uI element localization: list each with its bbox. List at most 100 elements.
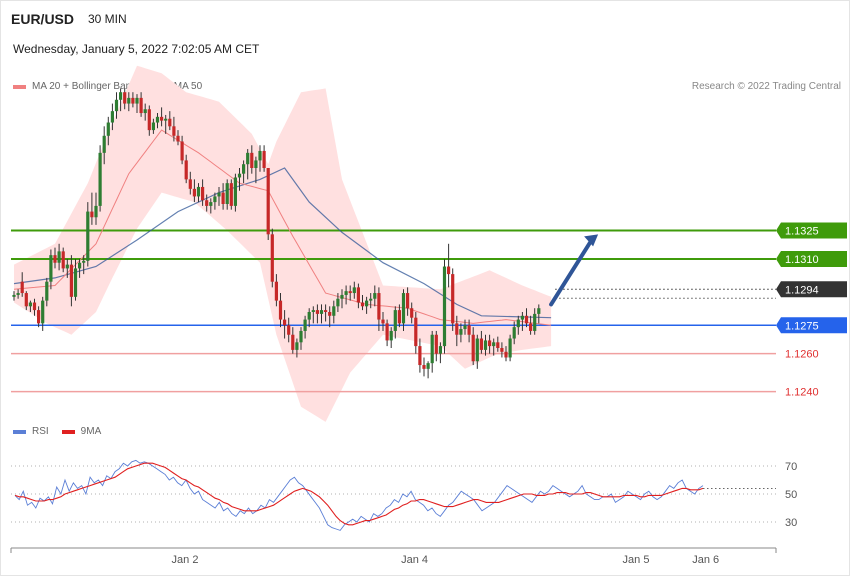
level-label-1.1240: 1.1240 [785,387,819,399]
candle [237,173,242,178]
x-tick-label: Jan 2 [172,554,199,566]
candle [524,315,529,324]
candle [180,141,184,161]
candle [233,177,237,206]
rsi-tick-70: 70 [785,461,797,473]
candle [442,266,447,347]
copyright: Research © 2022 Trading Central [691,81,841,92]
target-arrow-shaft [549,237,595,307]
candle [381,319,385,324]
candle [225,183,229,204]
level-label-1.1310: 1.1310 [785,254,819,266]
candle [201,186,205,201]
candle [176,135,180,142]
rsi-ma-legend-label: 9MA [80,426,102,437]
candle [332,306,336,316]
candle [160,116,164,121]
candle [24,293,28,307]
candle [57,251,61,263]
candle [41,300,45,324]
candle [348,291,352,294]
candle [242,164,246,174]
level-tag-1.1294 [776,281,847,298]
candle [102,135,106,153]
candle [496,342,500,348]
candle [406,293,410,309]
rsi-swatch [13,429,26,434]
candle [73,268,78,297]
candle [311,310,315,312]
target-arrow-head [584,234,599,247]
candle [324,310,328,312]
candle [110,111,114,123]
candle [78,262,82,269]
ma20-line [13,129,552,326]
ma20-swatch [13,84,26,89]
candle [344,291,348,295]
datetime-label: Wednesday, January 5, 2022 7:02:05 AM CE… [13,42,260,56]
candle [319,310,324,314]
candle [274,281,278,301]
candle [119,92,123,100]
candle [369,298,373,301]
candle [397,310,401,324]
candle [508,338,512,358]
candle [512,327,516,339]
candle [254,160,258,168]
candle [418,346,422,366]
candle [410,308,414,318]
candle [270,234,274,282]
ma20-legend-label: MA 20 + Bollinger Bands [32,81,142,92]
candle [492,342,496,347]
candle [65,264,69,269]
candle [455,323,459,335]
candle [147,109,151,131]
candle [49,255,53,282]
candle [45,281,49,301]
candle [451,274,455,324]
candle [488,340,492,347]
candle [155,116,160,123]
candle [352,287,356,294]
candle [37,310,41,324]
candle [471,334,475,362]
candle [139,97,143,114]
rsi-tick-30: 30 [785,517,797,529]
candle [213,196,217,203]
bollinger-band [14,65,552,422]
candle [463,325,467,330]
candle [32,302,37,311]
candle [389,330,393,341]
candle [278,300,283,320]
candle [172,126,176,136]
candle [537,308,541,314]
candle [287,325,291,335]
level-label-1.1260: 1.1260 [785,349,819,361]
candle [250,152,254,168]
rsi-legend-label: RSI [32,426,49,437]
candle [28,302,32,307]
rsi-series-rsi [14,459,704,531]
candle [246,152,250,165]
candle [86,211,90,261]
level-tag-1.1325 [776,222,847,239]
candle [467,325,471,335]
rsi-series-9ma [14,462,704,526]
candle [266,168,270,235]
candle [438,346,442,354]
level-label-1.1325: 1.1325 [785,226,819,238]
candle [114,99,119,112]
candle [377,293,381,320]
candles [12,88,541,379]
candle [401,293,406,324]
candle [196,186,201,197]
candle [393,310,397,331]
candle [291,334,295,350]
candle [315,310,319,314]
candle [516,319,520,328]
pair-title: EUR/USD [11,11,75,27]
candle [61,251,65,269]
candle [258,150,262,161]
candle [90,211,94,218]
